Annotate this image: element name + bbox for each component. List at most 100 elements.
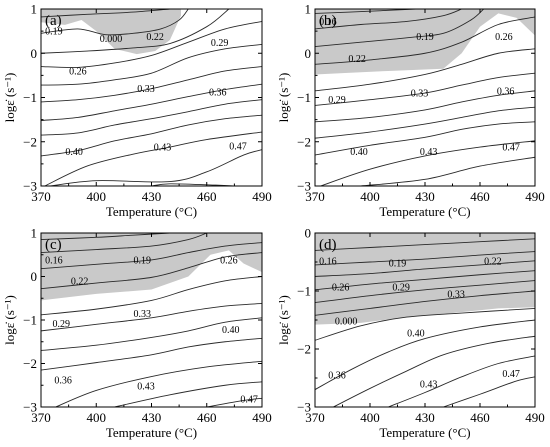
instability-region (315, 9, 535, 75)
x-tick-label: 400 (87, 189, 107, 204)
contour-label: 0.47 (240, 395, 258, 406)
y-tick-label: −1 (297, 284, 311, 299)
x-axis-title: Temperature (°C) (106, 425, 197, 440)
x-tick-label: 460 (197, 410, 217, 425)
instability-region (41, 233, 262, 301)
contour-line (41, 9, 170, 18)
contour-line (315, 260, 535, 277)
x-tick-label: 370 (305, 410, 325, 425)
contour-line (443, 376, 535, 407)
panel-4: 0.16 0.19 0.22 0.26 0.29 0.33 0.000 0.40 0.36 0.4… (276, 226, 545, 441)
x-tick-label: 490 (525, 410, 545, 425)
contour-line (315, 90, 535, 123)
contour-label: 0.16 (319, 256, 337, 267)
contour-line (315, 48, 535, 92)
contour-label: 0.43 (137, 382, 155, 393)
contour-line (41, 99, 262, 136)
contour-line (315, 106, 535, 139)
contour-label: 0.26 (69, 66, 87, 77)
plot-area: 0.16 0.19 0.22 0.26 0.29 0.33 0.40 0.36 0.43 0.47 (41, 233, 262, 407)
panel-label: (b) (319, 13, 337, 29)
contour-label: 0.16 (319, 17, 337, 28)
contour-line (114, 381, 262, 407)
contour-label: 0.19 (416, 32, 434, 43)
y-tick-label: 0 (305, 46, 312, 61)
y-tick-label: −3 (23, 179, 37, 194)
x-tick-label: 370 (31, 410, 51, 425)
x-tick-label: 400 (87, 410, 107, 425)
x-tick-label: 370 (305, 189, 325, 204)
y-tick-label: −1 (297, 90, 311, 105)
y-tick-label: 0 (305, 226, 312, 241)
contour-label: 0.43 (154, 143, 172, 154)
x-tick-label: 460 (470, 410, 490, 425)
y-tick-label: −2 (23, 356, 37, 371)
contour-label: 0.29 (53, 319, 71, 330)
contour-label: 0.36 (209, 88, 227, 99)
contour-label: 0.47 (502, 369, 520, 380)
x-tick-label: 460 (197, 189, 217, 204)
contour-line (41, 303, 262, 332)
contour-line (360, 156, 535, 186)
y-tick-label: −2 (23, 134, 37, 149)
contour-line (41, 233, 207, 254)
contour-line (315, 319, 535, 390)
contour-line (41, 20, 262, 68)
contour-line (333, 335, 535, 407)
plot-area: 0.16 0.19 0.22 0.26 0.29 0.33 0.000 0.40 0.36 0.4… (315, 233, 535, 407)
contour-line (315, 270, 535, 291)
plot-area: 0.16 0.19 0.22 0.26 0.29 0.33 0.36 0.40 0.43 0.47 (315, 9, 535, 186)
contour-label: 0.22 (71, 276, 89, 287)
y-tick-label: −3 (297, 400, 311, 415)
contour-line (41, 66, 262, 103)
y-axis-title: logε̇ (s⁻¹) (276, 73, 291, 123)
x-tick-label: 490 (252, 189, 272, 204)
x-tick-label: 430 (142, 189, 162, 204)
x-tick-label: 430 (415, 189, 435, 204)
y-tick-label: 1 (31, 226, 38, 241)
contour-label: 0.22 (146, 32, 164, 43)
contour-line (41, 43, 262, 86)
contour-line (315, 9, 462, 30)
y-tick-label: −2 (297, 134, 311, 149)
contour-line (315, 121, 535, 156)
contour-label: 0.19 (389, 259, 407, 270)
contour-label: 0.33 (447, 289, 465, 300)
x-tick-label: 370 (31, 189, 51, 204)
contour-line (388, 355, 535, 407)
y-tick-label: −3 (23, 400, 37, 415)
x-tick-label: 400 (360, 189, 380, 204)
y-tick-label: 0 (31, 46, 38, 61)
contour-label: 0.19 (45, 27, 63, 38)
contour-label: 0.22 (348, 54, 366, 65)
contour-label: 0.29 (211, 38, 229, 49)
panel-3: 0.16 0.19 0.22 0.26 0.29 0.33 0.40 0.36 0.43 0.47… (2, 226, 272, 441)
panel-label: (c) (45, 237, 62, 253)
contour-line (55, 360, 262, 407)
contour-label: 0.33 (134, 309, 152, 320)
contour-line (44, 131, 262, 186)
plot-area: 0.19 0.000 0.22 0.29 0.26 0.33 0.36 0.40 0.43 0.4… (41, 9, 262, 186)
contour-line (315, 251, 535, 266)
contour-label: 0.26 (332, 282, 350, 293)
contour-line (41, 9, 230, 54)
contour-label: 0.40 (222, 325, 240, 336)
y-tick-label: −1 (23, 90, 37, 105)
contour-label: 0.36 (497, 86, 515, 97)
instability-region (315, 233, 535, 325)
contour-line (206, 397, 262, 407)
x-tick-label: 400 (360, 410, 380, 425)
contour-line (41, 233, 170, 240)
x-axis-title: Temperature (°C) (379, 204, 470, 219)
y-tick-label: −2 (297, 342, 311, 357)
contour-label: 0.40 (350, 147, 368, 158)
y-tick-label: 1 (305, 2, 312, 17)
contour-label: 0.29 (328, 95, 346, 106)
panel-1: 0.19 0.000 0.22 0.29 0.26 0.33 0.36 0.40 0.43 0.4… (2, 2, 272, 220)
y-tick-label: −3 (297, 179, 311, 194)
y-axis-title: logε̇ (s⁻¹) (2, 73, 17, 123)
contour-label: 0.29 (392, 282, 410, 293)
y-tick-label: −1 (23, 313, 37, 328)
panel-2: 0.16 0.19 0.22 0.26 0.29 0.33 0.36 0.40 0.43 0.47… (276, 2, 545, 220)
